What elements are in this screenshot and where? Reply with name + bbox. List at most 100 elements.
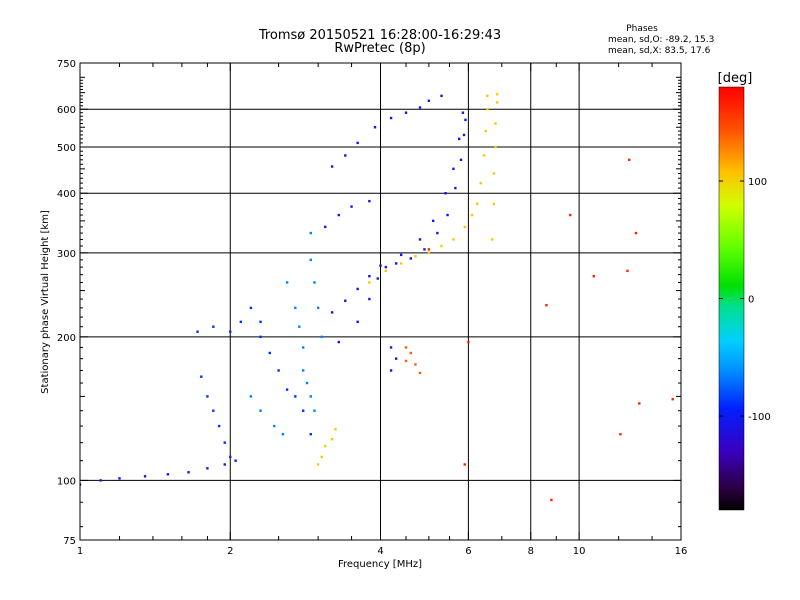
x-tick-label: 8 (528, 546, 534, 557)
x-tick-label: 6 (465, 546, 471, 557)
data-point (337, 213, 341, 217)
data-point (427, 248, 431, 251)
data-point (436, 231, 439, 235)
x-axis-label: Frequency [MHz] (338, 559, 422, 570)
chart-subtitle: RwPretec (8p) (334, 41, 425, 56)
data-point (389, 116, 393, 120)
stats-line-o: mean, sd,O: -89.2, 15.3 (608, 35, 714, 45)
data-point (494, 145, 497, 149)
x-tick-label: 1 (77, 546, 83, 557)
y-tick-label: 300 (57, 249, 76, 260)
data-point (356, 141, 359, 145)
y-tick-label: 75 (63, 536, 76, 547)
data-point (486, 94, 489, 98)
y-tick-label: 500 (57, 143, 76, 154)
axis-ticks: 1 2 4 6 8 10 16 75 100 200 300 400 500 600 750 (57, 59, 687, 557)
data-point (309, 432, 312, 436)
data-point (463, 225, 466, 229)
y-tick-label: 200 (57, 333, 76, 344)
data-point (394, 357, 398, 360)
data-point (491, 238, 494, 241)
data-point (212, 409, 215, 412)
data-point (334, 428, 337, 431)
data-point (494, 122, 497, 125)
data-point (273, 424, 276, 428)
data-point (418, 106, 422, 109)
data-point (234, 459, 237, 462)
data-point (409, 257, 412, 260)
data-point (259, 320, 262, 324)
data-point (368, 199, 371, 203)
data-point (223, 463, 226, 466)
data-point (80, 483, 82, 486)
data-point (427, 251, 431, 255)
data-point (330, 311, 334, 314)
data-point (389, 369, 393, 372)
data-point (217, 424, 221, 428)
data-point (206, 467, 209, 470)
data-points (80, 93, 674, 502)
data-point (486, 108, 489, 111)
data-point (313, 409, 316, 412)
data-point (379, 264, 382, 267)
data-point (389, 346, 393, 349)
data-point (277, 369, 280, 372)
stats-header: Phases (626, 24, 658, 34)
data-point (545, 303, 548, 307)
data-point (463, 463, 466, 466)
y-tick-label: 750 (57, 59, 76, 70)
data-point (305, 381, 309, 385)
data-point (166, 473, 170, 476)
data-point (550, 498, 553, 502)
data-point (467, 340, 470, 344)
data-point (196, 330, 199, 333)
data-point (294, 306, 297, 310)
data-point (495, 101, 499, 104)
data-point (368, 281, 371, 284)
data-point (249, 395, 253, 398)
data-point (440, 244, 443, 248)
data-point (457, 137, 461, 141)
data-point (404, 346, 408, 349)
data-point (476, 202, 479, 206)
data-point (404, 111, 408, 114)
data-point (206, 395, 209, 398)
data-point (118, 477, 121, 480)
data-point (461, 111, 465, 114)
x-tick-label: 10 (573, 546, 586, 557)
data-point (409, 351, 412, 355)
data-point (634, 231, 638, 235)
x-tick-label: 16 (675, 546, 688, 557)
data-point (324, 225, 327, 229)
data-point (492, 172, 496, 175)
data-point (592, 274, 595, 278)
data-point (484, 129, 487, 133)
y-axis-label: Stationary phase Virtual Height [km] (40, 210, 51, 394)
data-point (313, 281, 316, 284)
data-point (404, 359, 408, 363)
y-tick-label: 600 (57, 105, 76, 116)
data-point (394, 262, 398, 265)
data-point (482, 154, 486, 157)
data-point (229, 455, 232, 459)
data-point (414, 255, 417, 258)
data-point (356, 287, 359, 291)
data-point (223, 441, 226, 444)
data-point (229, 330, 232, 333)
chart-title: Tromsø 20150521 16:28:00-16:29:43 (258, 28, 501, 43)
data-point (444, 192, 447, 195)
colorbar-tick-label: -100 (748, 412, 771, 423)
grid (80, 63, 681, 540)
colorbar-tick-label: 100 (748, 177, 767, 188)
data-point (285, 281, 289, 284)
data-point (492, 202, 496, 206)
data-point (446, 213, 449, 217)
data-point (316, 463, 320, 466)
data-point (418, 371, 422, 375)
data-point (285, 388, 289, 391)
data-point (462, 133, 466, 137)
stats-line-x: mean, sd,X: 83.5, 17.6 (608, 46, 711, 56)
data-point (418, 238, 422, 241)
colorbar-label: [deg] (718, 71, 753, 86)
data-point (399, 262, 403, 265)
